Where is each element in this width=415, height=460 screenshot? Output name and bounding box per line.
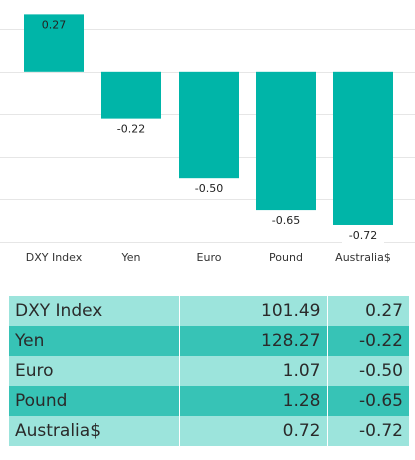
data-label-background [36,16,72,33]
bar-chart: 0.27 -0.22 -0.50 -0.65 -0.72 DXY Index Yen Eur… [0,14,415,264]
data-label: 0.27 [42,18,67,31]
bar [256,71,316,211]
x-tick-label: Euro [197,251,222,264]
row-name: Pound [9,386,180,416]
data-label: -0.65 [272,214,300,227]
row-change: 0.27 [365,301,403,321]
row-name: Australia$ [9,416,180,446]
row-value: 128.27 [179,326,328,356]
row-change: -0.65 [359,391,403,411]
x-tick-label: Australia$ [335,251,391,264]
row-change: -0.72 [359,421,403,441]
row-value: 0.72 [179,416,328,446]
bar [101,71,161,119]
row-value: 1.07 [179,356,328,386]
data-label: -0.72 [349,229,377,242]
x-tick-label: Pound [269,251,303,264]
chart-data-labels: 0.27 -0.22 -0.50 -0.65 -0.72 [36,16,384,243]
row-change: -0.50 [359,361,403,381]
table-row: Australia$ 0.72 -0.72 [9,416,409,446]
row-name: Euro [9,356,180,386]
data-label-background [188,180,230,197]
row-value: 1.28 [179,386,328,416]
data-label-background [265,212,307,229]
data-label: -0.22 [117,123,145,136]
table-row: Yen 128.27 -0.22 [9,326,409,356]
row-name: DXY Index [9,296,180,326]
currency-table: DXY Index 101.49 0.27 Yen 128.27 -0.22 E… [9,296,409,446]
data-label: -0.50 [195,182,223,195]
data-label-background [342,226,384,243]
table-row: Pound 1.28 -0.65 [9,386,409,416]
x-tick-label: DXY Index [26,251,83,264]
bar [179,71,239,179]
row-change: -0.22 [359,331,403,351]
row-name: Yen [9,326,180,356]
data-label-background [110,120,152,137]
chart-x-tick-labels: DXY Index Yen Euro Pound Australia$ [26,251,391,264]
chart-bars [24,14,393,225]
table-row: DXY Index 101.49 0.27 [9,296,409,326]
table-row: Euro 1.07 -0.50 [9,356,409,386]
bar [333,71,393,225]
x-tick-label: Yen [121,251,141,264]
row-value: 101.49 [179,296,328,326]
